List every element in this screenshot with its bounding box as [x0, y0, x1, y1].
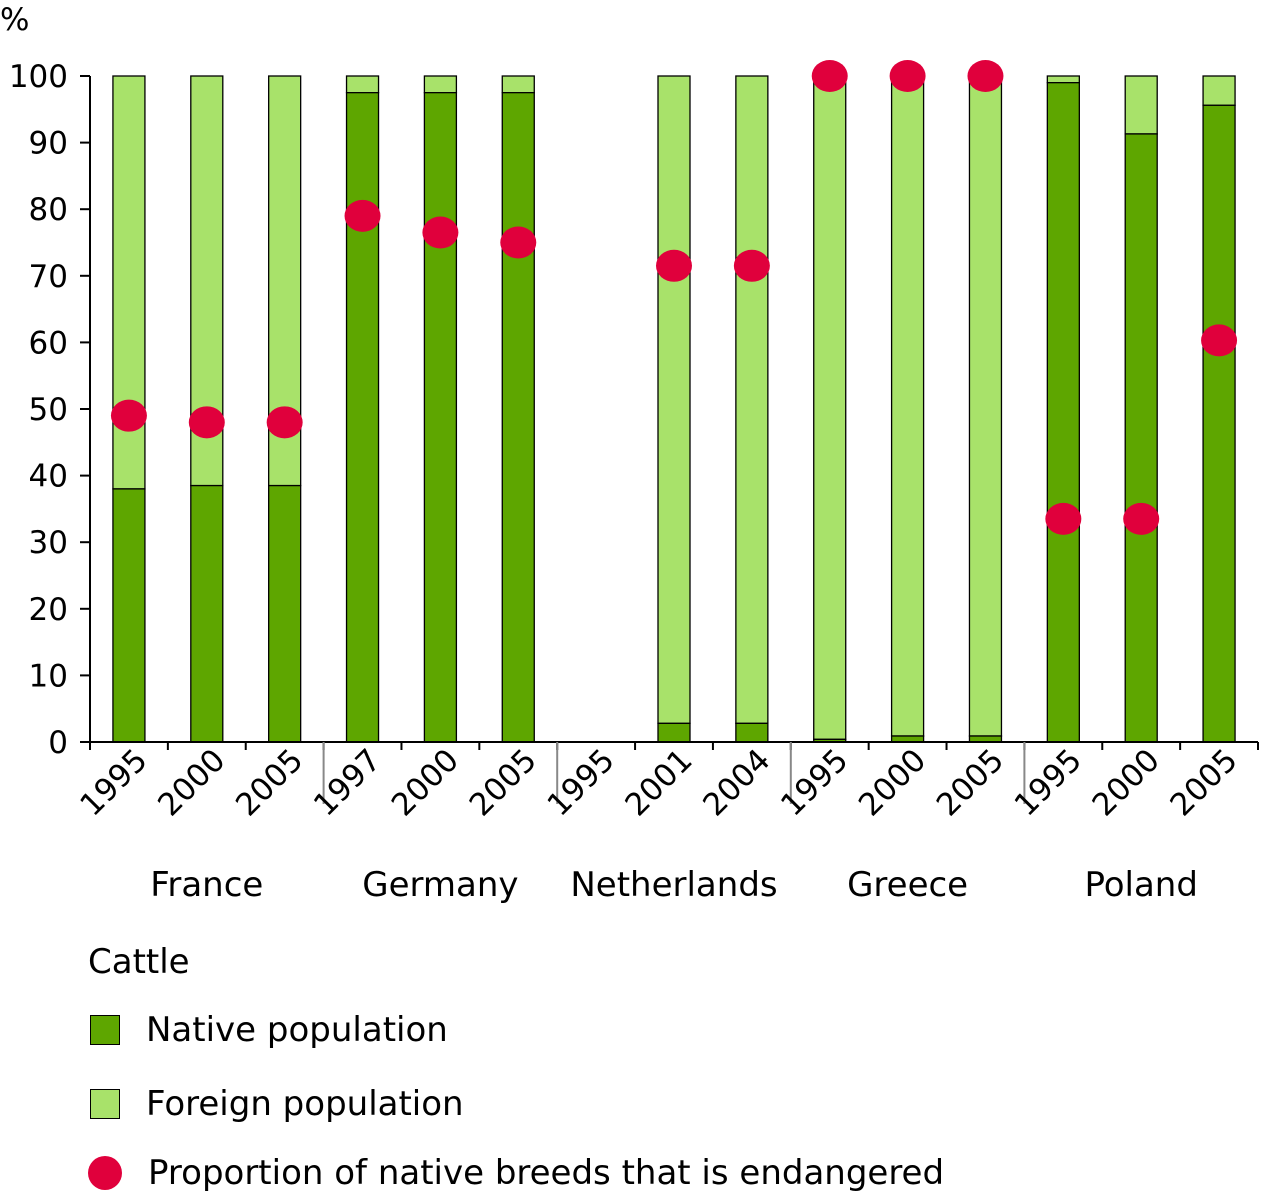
y-tick-label: 40: [29, 459, 68, 495]
bar-foreign-poland-2005: [1202, 75, 1236, 106]
x-category-label: 2000: [852, 742, 933, 823]
bar-native-poland-2000: [1124, 133, 1158, 743]
bar-foreign-netherlands-2001: [657, 75, 691, 725]
x-category-label: 2000: [151, 742, 232, 823]
bar-foreign-germany-1997: [345, 75, 380, 94]
bar-foreign-greece-1995: [813, 75, 847, 740]
endangered-marker-greece-2000: [889, 60, 926, 92]
bar-native-germany-2005: [501, 92, 535, 743]
endangered-marker-france-1995: [110, 399, 147, 432]
y-tick-label: 10: [29, 658, 68, 694]
bar-native-france-2000: [190, 484, 224, 743]
endangered-marker-germany-1997: [344, 199, 381, 232]
endangered-marker-france-2005: [266, 406, 303, 439]
x-category-label: 1995: [73, 742, 154, 823]
x-category-label: 2005: [463, 742, 544, 823]
endangered-marker-greece-1995: [811, 60, 848, 92]
endangered-marker-greece-2005: [967, 60, 1004, 92]
bar-native-poland-2005: [1202, 104, 1236, 743]
y-tick-label: 90: [29, 126, 68, 162]
legend-title: Cattle: [88, 942, 190, 982]
y-tick-label: 50: [29, 392, 68, 428]
bar-foreign-greece-2005: [968, 75, 1003, 737]
bars-layer: [112, 75, 1236, 743]
bar-native-germany-1997: [345, 92, 380, 743]
x-category-label: 2005: [930, 742, 1011, 823]
x-category-label: 2005: [229, 742, 310, 823]
group-label-netherlands: Netherlands: [570, 865, 777, 905]
y-tick-label: 0: [48, 725, 68, 761]
x-category-label: 2001: [618, 742, 699, 823]
group-label-greece: Greece: [847, 865, 968, 905]
group-label-france: France: [150, 865, 263, 905]
legend-label-endangered: Proportion of native breeds that is enda…: [148, 1153, 945, 1193]
bar-foreign-netherlands-2004: [735, 75, 769, 725]
x-category-label: 1995: [774, 742, 855, 823]
legend-swatch-native: [90, 1015, 120, 1045]
y-tick-label: 20: [29, 592, 68, 628]
legend-item-foreign: Foreign population: [88, 1084, 464, 1124]
x-category-label: 1995: [1008, 742, 1089, 823]
endangered-marker-germany-2005: [500, 226, 537, 259]
bar-native-poland-1995: [1046, 82, 1080, 743]
legend-label-foreign: Foreign population: [146, 1084, 464, 1124]
x-category-label: 1997: [307, 742, 388, 823]
x-category-label: 2000: [1086, 742, 1167, 823]
bar-foreign-germany-2005: [501, 75, 535, 94]
axes-layer: [80, 75, 1259, 804]
bar-native-france-2005: [268, 484, 302, 743]
bar-native-netherlands-2001: [657, 722, 691, 743]
y-tick-label: 60: [29, 325, 68, 361]
y-tick-label: 30: [29, 525, 68, 561]
bar-native-germany-2000: [423, 92, 458, 743]
bar-native-france-1995: [112, 488, 146, 743]
x-category-label: 2004: [696, 742, 777, 823]
endangered-marker-france-2000: [188, 406, 225, 439]
endangered-marker-germany-2000: [422, 216, 459, 249]
y-axis-unit: %: [0, 2, 29, 38]
x-category-label: 2000: [385, 742, 466, 823]
endangered-marker-poland-2000: [1123, 502, 1160, 535]
x-category-label: 1995: [541, 742, 622, 823]
endangered-marker-netherlands-2001: [656, 249, 692, 282]
bar-foreign-greece-2000: [890, 75, 925, 737]
y-tick-label: 80: [29, 192, 68, 228]
legend-swatch-foreign: [90, 1089, 120, 1119]
bar-native-netherlands-2004: [735, 722, 769, 743]
bar-foreign-germany-2000: [423, 75, 458, 94]
stacked-bar-chart: % 0102030405060708090100199520002005Fran…: [0, 2, 1259, 905]
endangered-marker-netherlands-2004: [733, 249, 770, 282]
endangered-markers-layer: [110, 60, 1238, 535]
y-tick-label: 100: [9, 59, 68, 95]
bar-foreign-poland-1995: [1046, 75, 1080, 84]
legend-label-native: Native population: [146, 1010, 448, 1050]
y-tick-label: 70: [29, 259, 68, 295]
group-label-poland: Poland: [1084, 865, 1198, 905]
x-category-label: 2005: [1163, 742, 1244, 823]
bar-foreign-poland-2000: [1124, 75, 1158, 135]
legend-item-native: Native population: [88, 1010, 448, 1050]
legend-item-endangered: Proportion of native breeds that is enda…: [88, 1153, 944, 1193]
endangered-marker-poland-2005: [1201, 324, 1238, 357]
endangered-marker-poland-1995: [1045, 502, 1082, 535]
legend-marker-endangered: [88, 1156, 122, 1190]
group-label-germany: Germany: [362, 865, 518, 905]
